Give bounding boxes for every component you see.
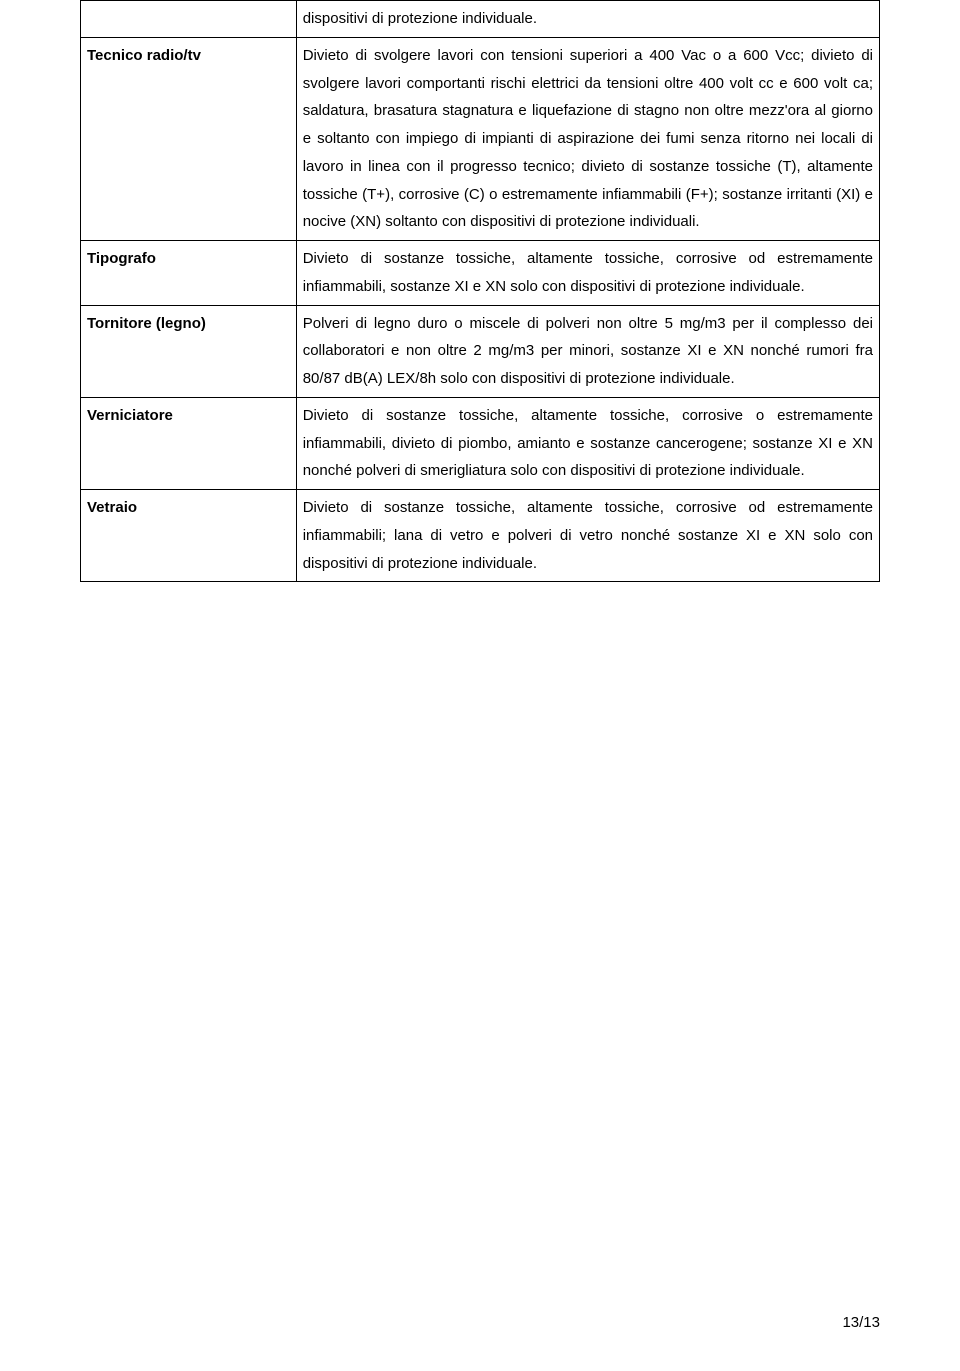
row-text: Divieto di sostanze tossiche, altamente … [296,490,879,582]
row-label: Tornitore (legno) [81,305,297,397]
row-text: Divieto di sostanze tossiche, altamente … [296,241,879,306]
table-row: Tornitore (legno) Polveri di legno duro … [81,305,880,397]
table-row: Verniciatore Divieto di sostanze tossich… [81,397,880,489]
row-label: Verniciatore [81,397,297,489]
row-label: Tecnico radio/tv [81,37,297,240]
row-text: Polveri di legno duro o miscele di polve… [296,305,879,397]
table-row: Vetraio Divieto di sostanze tossiche, al… [81,490,880,582]
table-row: Tecnico radio/tv Divieto di svolgere lav… [81,37,880,240]
row-text: Divieto di sostanze tossiche, altamente … [296,397,879,489]
row-label: Vetraio [81,490,297,582]
row-text: Divieto di svolgere lavori con tensioni … [296,37,879,240]
regulations-table: dispositivi di protezione individuale. T… [80,0,880,582]
row-text: dispositivi di protezione individuale. [296,1,879,38]
table-row: dispositivi di protezione individuale. [81,1,880,38]
row-label [81,1,297,38]
table-row: Tipografo Divieto di sostanze tossiche, … [81,241,880,306]
page-number: 13/13 [842,1314,880,1331]
row-label: Tipografo [81,241,297,306]
page: dispositivi di protezione individuale. T… [0,0,960,1371]
